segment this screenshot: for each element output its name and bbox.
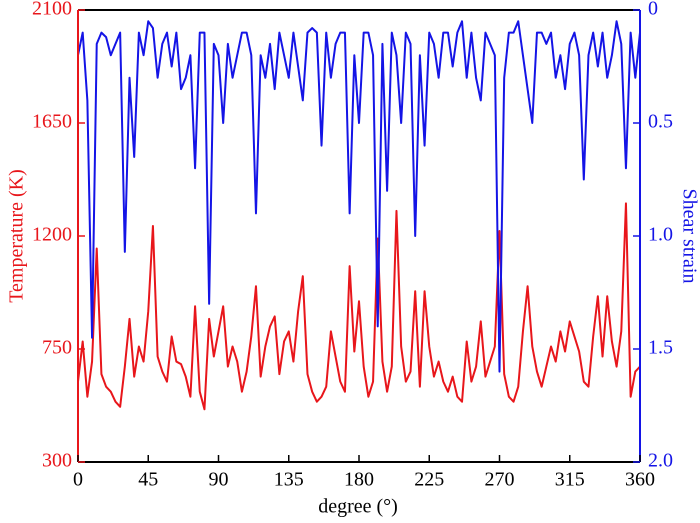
y2-tick-label: 1.5 [648,337,673,359]
data-line [77,20,641,373]
y-axis-label: Temperature (K) [6,169,28,303]
y-tick-label: 300 [42,450,72,472]
y2-tick-label: 1.0 [648,224,673,246]
x-tick-label: 270 [485,469,515,491]
data-line [77,202,641,411]
x-axis-label: degree (°) [318,496,398,518]
y-tick-label: 2100 [32,0,72,20]
x-tick-label: 225 [414,469,444,491]
x-tick-label: 0 [73,469,83,491]
x-tick-label: 315 [555,469,585,491]
y-tick-label: 1650 [32,111,72,133]
y2-axis-label: Shear strain [678,189,700,284]
y2-tick-label: 0 [648,0,658,20]
x-tick-label: 90 [209,469,229,491]
x-tick-label: 180 [344,469,374,491]
x-tick-label: 360 [625,469,655,491]
y2-tick-label: 0.5 [648,111,673,133]
y-tick-label: 750 [42,337,72,359]
x-tick-label: 135 [274,469,304,491]
x-tick-label: 45 [138,469,158,491]
y2-tick-label: 2.0 [648,450,673,472]
y-tick-label: 1200 [32,224,72,246]
